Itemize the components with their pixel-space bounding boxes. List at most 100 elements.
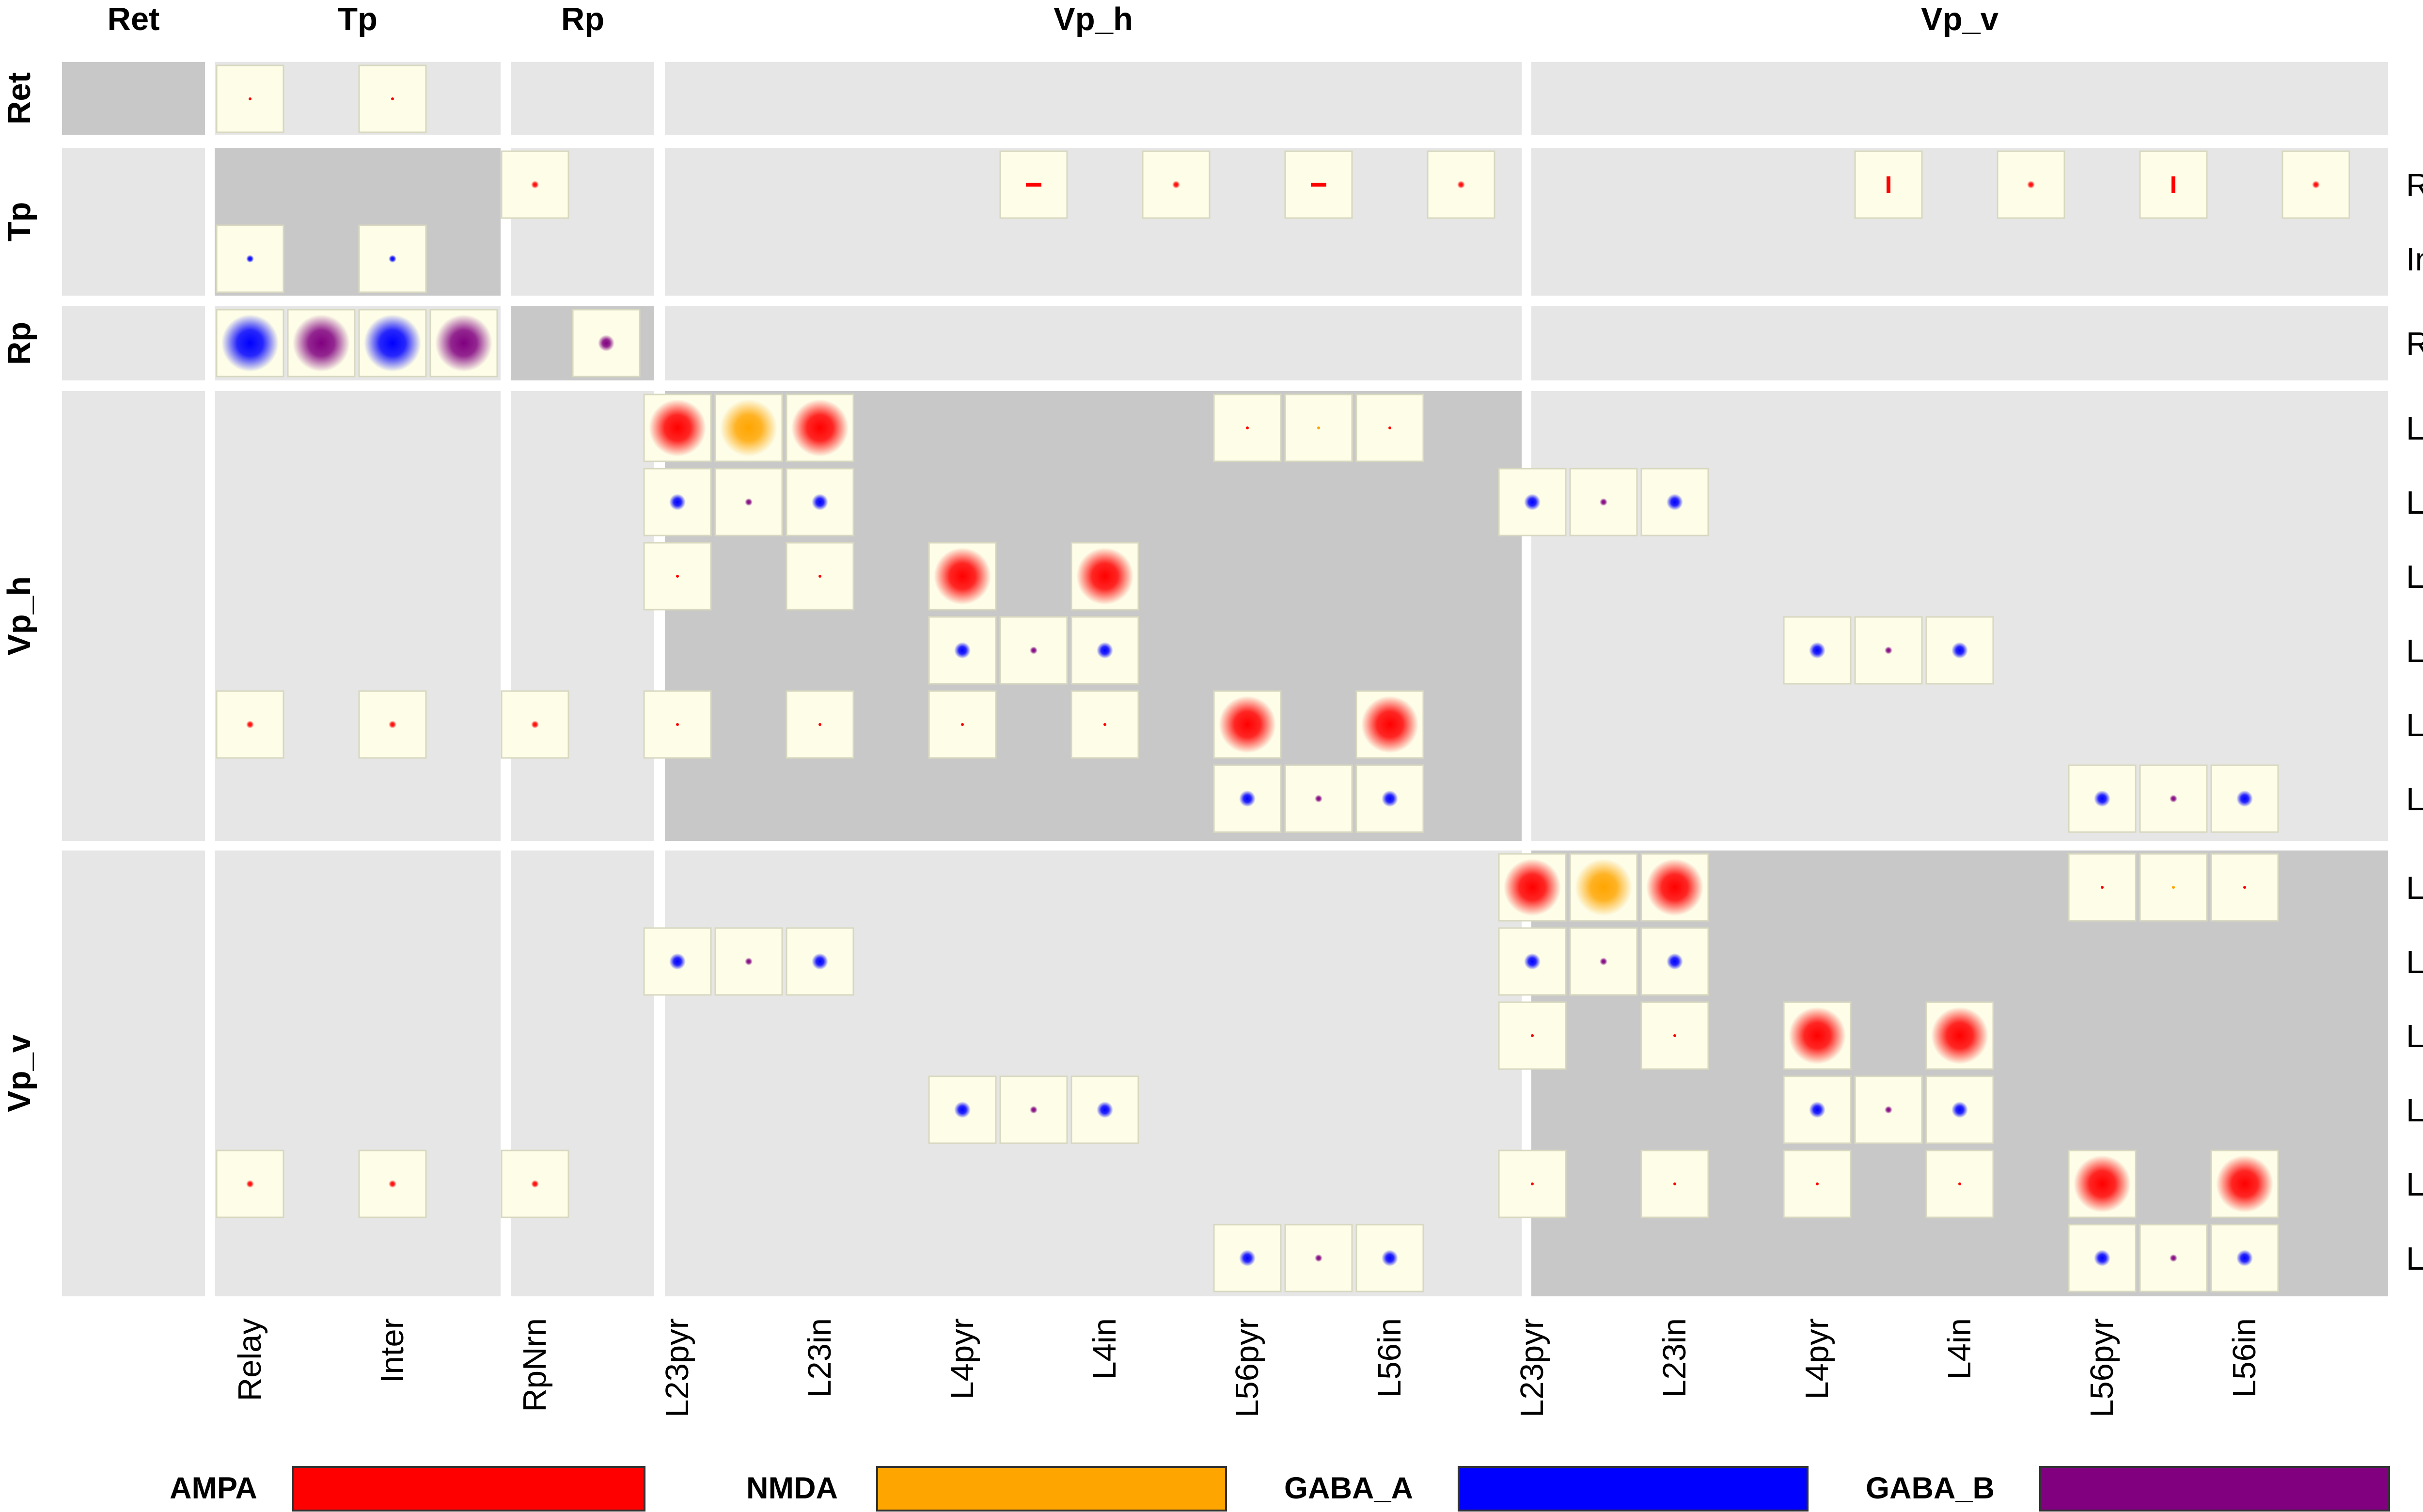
kernel-GABA_B-small [1030,1106,1038,1114]
block-Vp_v-Rp [511,850,654,1296]
row-group-label: Vp_h [1,576,37,656]
kernel-cell [358,64,427,133]
row-population-label: L4pyr [2406,559,2423,595]
kernel-NMDA-large [1575,859,1632,916]
blocks-layer [62,62,2388,1296]
kernel-cell [358,690,427,759]
kernel-GABA_B-small [745,498,753,506]
kernel-cell [1569,468,1638,536]
kernel-cell [1498,853,1567,922]
kernel-cells-layer [216,64,2350,1292]
legend-label-ampa: AMPA [170,1471,257,1505]
col-population-label: L56pyr [1229,1318,1265,1418]
block-Vp_v-Vp_v [1531,850,2388,1296]
kernel-GABA_A-large [221,315,279,372]
kernel-cell [1355,690,1424,759]
kernel-cell [714,394,783,462]
kernel-AMPA-vbar [2171,176,2175,193]
kernel-cell [1070,616,1139,685]
kernel-cell [1569,853,1638,922]
kernel-GABA_B-large [293,315,350,372]
row-population-label: L4in [2406,1092,2423,1129]
row-population-label: L56in [2406,1241,2423,1277]
legend-swatch-gaba_b [2039,1466,2390,1512]
kernel-AMPA-large [791,399,849,457]
block-Tp-Vp_v [1531,148,2388,296]
kernel-GABA_A-medium [1382,790,1398,807]
kernel-cell [1142,150,1211,219]
kernel-GABA_A-medium [1097,1102,1113,1118]
kernel-GABA_B-small [1315,795,1322,803]
kernel-GABA_A-medium [1809,1102,1825,1118]
kernel-AMPA-dot [1531,1182,1534,1185]
kernel-cell [1070,1075,1139,1144]
kernel-cell [714,468,783,536]
kernel-GABA_A-medium [2094,1250,2110,1266]
kernel-cell [928,690,997,759]
kernel-AMPA-dot [676,575,679,578]
col-group-label: Tp [338,1,378,37]
kernel-cell [999,616,1068,685]
row-group-label: Ret [1,72,37,125]
kernel-cell [1640,927,1709,996]
col-population-label: L56in [2226,1318,2263,1398]
row-population-label: L23in [2406,944,2423,980]
kernel-cell-bg [1925,616,1994,685]
col-population-label: L23in [1656,1318,1693,1398]
kernel-cell [1783,1150,1852,1218]
kernel-AMPA-large [2074,1155,2131,1213]
block-Tp-Vp_h [665,148,1522,296]
kernel-AMPA-dot [676,723,679,726]
kernel-cell [501,150,569,219]
col-population-label: L4pyr [944,1318,980,1400]
kernel-cell [501,690,569,759]
kernel-GABA_A-large [364,315,421,372]
kernel-cell [786,468,854,536]
kernel-AMPA-small [531,721,539,728]
legend-swatch-nmda [876,1466,1227,1512]
row-group-label: Tp [1,202,37,242]
kernel-cell-bg [216,690,284,759]
col-group-label: Vp_h [1054,1,1133,37]
kernel-AMPA-large [1789,1007,1846,1064]
kernel-cell [786,542,854,611]
kernel-AMPA-large [1361,696,1418,753]
kernel-AMPA-dot [2101,886,2104,889]
kernel-GABA_A-medium [812,953,828,970]
kernel-cell [1783,616,1852,685]
kernel-cell [643,394,712,462]
kernel-GABA_B-small [1600,498,1607,506]
kernel-AMPA-dot [1816,1182,1819,1185]
row-population-label: RpNrn [2406,326,2423,362]
kernel-cell [1925,1075,1994,1144]
kernel-AMPA-large [1646,859,1703,916]
kernel-cell [216,690,284,759]
kernel-cell [1355,764,1424,833]
kernel-cell [1284,764,1353,833]
kernel-cell [2139,150,2208,219]
kernel-cell [1854,150,1923,219]
row-population-label: L23pyr [2406,870,2423,906]
row-population-label: L4in [2406,633,2423,669]
kernel-cell [358,224,427,293]
kernel-cell [2068,764,2137,833]
kernel-AMPA-dot [391,97,394,100]
kernel-cell [1213,1224,1282,1292]
kernel-AMPA-large [1219,696,1276,753]
kernel-AMPA-small [1457,181,1465,189]
kernel-GABA_A-medium [2094,790,2110,807]
kernel-cell [2139,764,2208,833]
kernel-cell-bg [1284,394,1353,462]
kernel-GABA_A-medium [1239,790,1256,807]
kernel-cell-bg [999,1075,1068,1144]
row-population-label: L56pyr [2406,1166,2423,1203]
col-group-label: Vp_v [1921,1,1998,37]
kernel-GABA_A-medium [812,494,828,510]
kernel-GABA_A-medium [1524,494,1541,510]
kernel-cell [643,468,712,536]
kernel-AMPA-small [1172,181,1180,189]
kernel-GABA_B-small [1885,1106,1892,1114]
kernel-cell [2068,1224,2137,1292]
kernel-AMPA-large [1076,548,1133,605]
kernel-cell [2139,853,2208,922]
